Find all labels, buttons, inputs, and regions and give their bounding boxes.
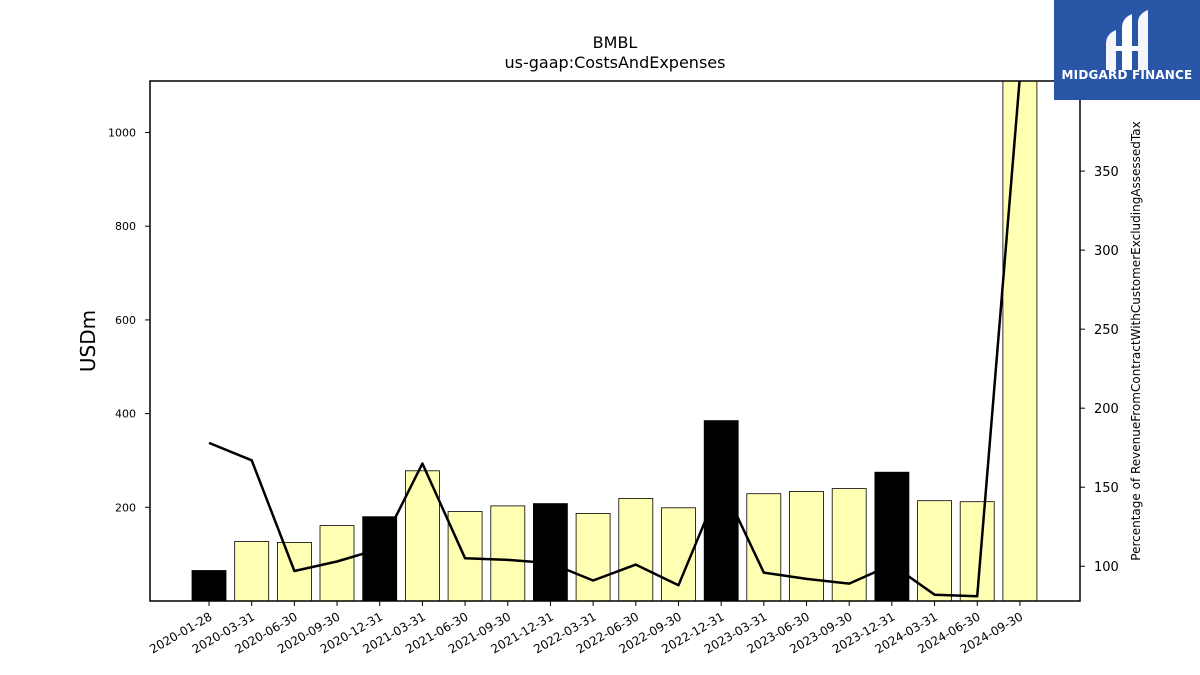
chart-title: BMBL [593,33,638,52]
bar [362,516,398,601]
bar [575,513,611,601]
y2-tick-label: 300 [1094,244,1119,259]
logo-mark-icon [1054,0,1200,100]
x-axis: 2020-01-282020-03-312020-06-302020-09-30… [147,601,1025,656]
y-tick-label: 800 [115,220,136,233]
bar [874,471,910,601]
y-tick-label: 200 [115,501,136,514]
brand-logo: MIDGARD FINANCE [1054,0,1200,100]
y-axis: 200 400 600 800 1000 [108,127,150,514]
bar [618,497,654,601]
y-tick-label: 600 [115,314,136,327]
y2-axis-label: Percentage of RevenueFromContractWithCus… [1129,121,1143,560]
logo-text: MIDGARD FINANCE [1061,68,1193,82]
y-tick-label: 400 [115,408,136,421]
y2-axis: 100 150 200 250 300 350 [1080,165,1119,575]
bar [789,490,824,601]
y2-tick-label: 150 [1094,481,1119,496]
y2-tick-label: 350 [1094,165,1119,180]
y2-tick-label: 100 [1094,560,1119,575]
bar [490,505,526,601]
bars-group [191,81,1038,601]
bar [191,570,227,601]
chart-subtitle: us-gaap:CostsAndExpenses [505,53,726,72]
y2-tick-label: 250 [1094,323,1119,338]
bar [1002,81,1038,601]
bar [234,541,270,601]
bar [533,503,568,601]
bar [917,500,952,601]
y-tick-label: 1000 [108,127,136,140]
bar [447,511,483,601]
plot-frame [149,80,1081,602]
series-line [208,81,1021,598]
y2-tick-label: 200 [1094,402,1119,417]
line-group [208,81,1021,598]
y-axis-label: USDm [76,310,100,372]
